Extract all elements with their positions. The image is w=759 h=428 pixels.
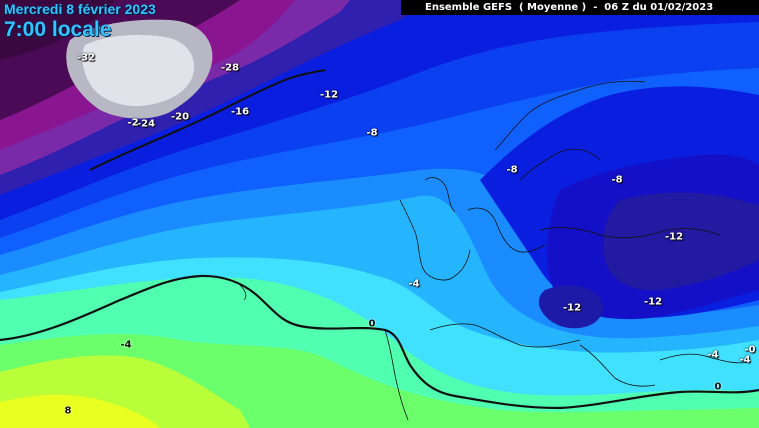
isotherm-label: -4: [739, 354, 751, 366]
isotherm-label: -8: [506, 164, 518, 176]
isotherm-label: 8: [64, 405, 72, 417]
band-yellow: [0, 394, 160, 428]
isotherm-label: -0: [744, 344, 756, 356]
isotherm-label: -4: [408, 278, 420, 290]
isotherm-label: -12: [664, 231, 684, 243]
isotherm-label: -28: [220, 62, 240, 74]
isotherm-label: -20: [170, 111, 190, 123]
band-europe-core: [603, 192, 759, 291]
isotherm-label: -8: [366, 127, 378, 139]
isotherm-label: -24: [136, 118, 156, 130]
forecast-date: Mercredi 8 février 2023: [4, 1, 156, 17]
forecast-time: 7:00 locale: [4, 18, 112, 41]
forecast-title: Mercredi 8 février 2023 7:00 locale: [4, 0, 156, 42]
coastlines: [239, 80, 751, 421]
isotherm-label: -12: [562, 302, 582, 314]
greenland-ice-core: [82, 34, 194, 107]
isotherm-label: 0: [368, 318, 376, 330]
isotherm-label: -4: [707, 349, 719, 361]
isotherm-label: -2: [127, 117, 139, 129]
isotherm-label: 0: [714, 381, 722, 393]
greenland-coast-line: [89, 69, 326, 171]
isotherm-label: -32: [76, 52, 96, 64]
isotherm-label: -12: [319, 89, 339, 101]
isotherm-label: -4: [120, 339, 132, 351]
model-header: Ensemble GEFS ( Moyenne ) - 06 Z du 01/0…: [401, 0, 759, 15]
isotherm-label: -16: [230, 106, 250, 118]
band-dark-core: [0, 0, 115, 60]
freezing-line: [0, 274, 759, 410]
isotherm-label: -8: [611, 174, 623, 186]
isotherm-label: -12: [643, 296, 663, 308]
band-alps-core: [538, 285, 604, 329]
